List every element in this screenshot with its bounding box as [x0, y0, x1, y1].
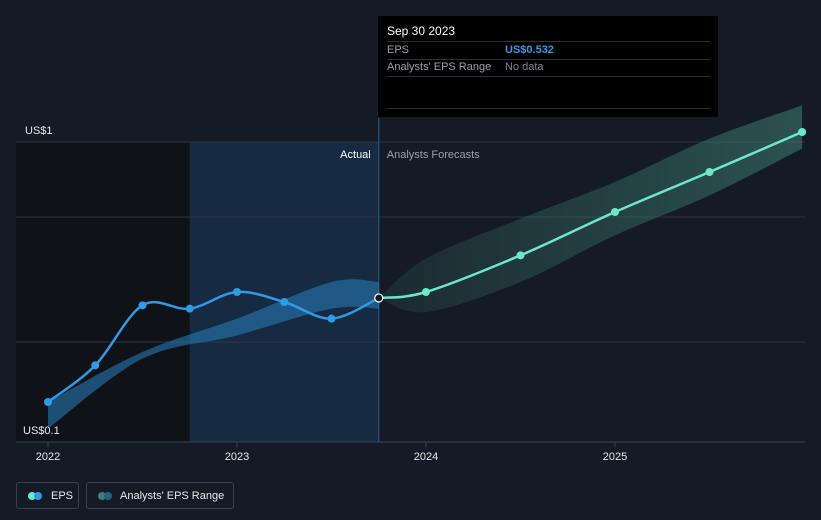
tooltip-date: Sep 30 2023 — [387, 24, 456, 38]
tooltip-eps-value: US$0.532 — [505, 44, 554, 56]
eps-actual-point-6 — [327, 314, 336, 323]
eps-forecast-point-5 — [798, 128, 807, 136]
x-tick-label-2023: 2023 — [225, 451, 249, 463]
actual-region-label: Actual — [340, 149, 371, 161]
eps-forecast-point-2 — [516, 251, 525, 260]
x-tick-label-2024: 2024 — [414, 451, 438, 463]
eps-actual-point-4 — [233, 288, 241, 296]
eps-actual-line — [47, 290, 380, 403]
tooltip-eps-label: EPS — [387, 44, 410, 56]
eps-actual-point-0 — [44, 398, 52, 406]
tooltip-range-value: No data — [505, 61, 544, 73]
hover-tooltip: Sep 30 2023 EPS US$0.532 Analysts' EPS R… — [378, 16, 718, 117]
legend-eps-button[interactable]: EPS — [16, 482, 79, 509]
eps-actual-point-7 — [374, 293, 384, 303]
eps-forecast-point-3 — [611, 208, 619, 216]
y-axis-label-bottom: US$0.1 — [23, 425, 60, 437]
eps-range-band-actual — [48, 279, 379, 429]
eps-forecast-point-4 — [705, 168, 714, 176]
legend-range-label: Analysts' EPS Range — [120, 490, 225, 502]
eps-actual-point-5 — [280, 298, 289, 306]
eps-actual-point-1 — [91, 361, 100, 370]
tooltip-range-label: Analysts' EPS Range — [387, 61, 492, 73]
x-tick-label-2025: 2025 — [603, 451, 627, 463]
x-tick-label-2022: 2022 — [36, 451, 60, 463]
forecast-region-label: Analysts Forecasts — [387, 149, 480, 161]
tooltip-eps-row: EPS US$0.532 — [387, 41, 710, 60]
eps-forecast-point-1 — [422, 288, 430, 296]
range-legend-icon — [98, 492, 112, 500]
eps-legend-icon — [28, 492, 42, 500]
eps-actual-point-3 — [185, 304, 194, 313]
tooltip-empty-row — [387, 77, 710, 109]
past-region-background — [16, 142, 190, 442]
tooltip-range-row: Analysts' EPS Range No data — [387, 59, 710, 77]
legend-range-button[interactable]: Analysts' EPS Range — [86, 482, 234, 509]
eps-range-band-forecast — [378, 105, 803, 313]
y-axis-label-top: US$1 — [25, 125, 53, 137]
legend-eps-label: EPS — [51, 490, 74, 502]
eps-actual-point-2 — [138, 301, 147, 310]
